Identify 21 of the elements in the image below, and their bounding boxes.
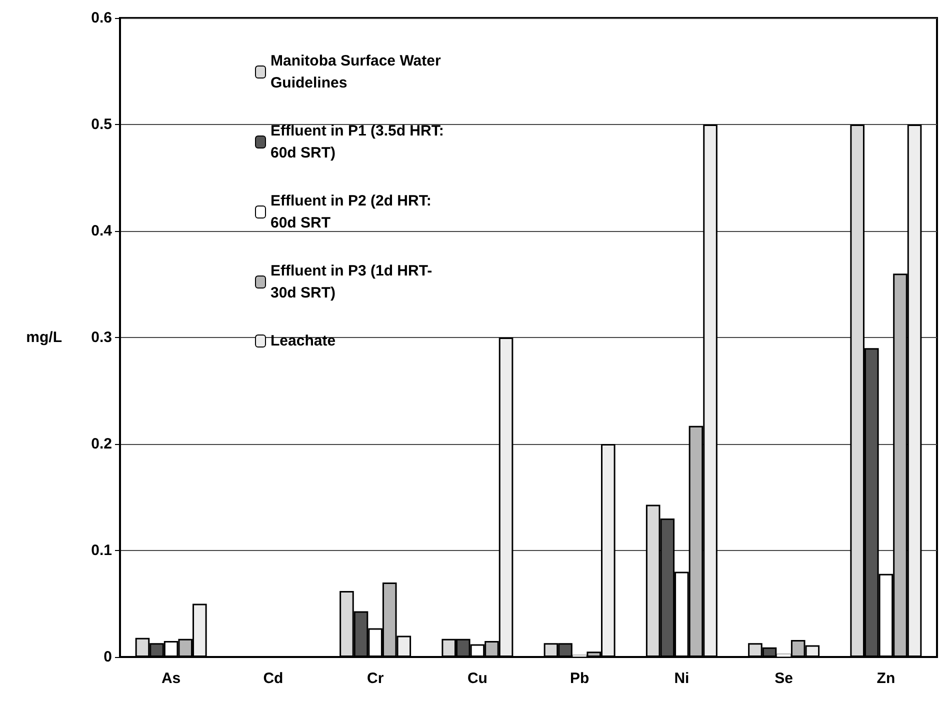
y-tick-label: 0.3 <box>91 329 112 346</box>
x-tick-label: Cr <box>366 670 384 687</box>
x-tick-label: Se <box>774 670 793 687</box>
y-tick-label: 0.2 <box>91 436 112 452</box>
y-tick-label: 0.1 <box>91 542 112 559</box>
y-tick-label: 0.5 <box>91 116 112 133</box>
y-tick-label: 0 <box>104 648 112 666</box>
x-tick-label: Cu <box>467 670 488 687</box>
y-axis-title: mg/L <box>26 329 62 346</box>
legend-label: Leachate <box>270 332 336 350</box>
x-tick-label: Pb <box>570 670 590 687</box>
y-tick-label: 0.4 <box>91 222 113 240</box>
legend-label: Effluent in P1 (3.5d HRT: 60d SRT) <box>270 122 448 162</box>
x-tick-label: Zn <box>876 670 896 687</box>
x-tick-label: Ni <box>674 670 690 687</box>
x-tick-label: As <box>161 670 181 687</box>
legend-label: Manitoba Surface Water Guidelines <box>270 52 445 92</box>
x-tick-label: Cd <box>263 670 284 687</box>
legend-label: Effluent in P3 (1d HRT- 30d SRT) <box>270 262 436 302</box>
legend-label: Effluent in P2 (2d HRT: 60d SRT <box>270 192 436 232</box>
y-tick-label: 0.6 <box>91 10 112 26</box>
